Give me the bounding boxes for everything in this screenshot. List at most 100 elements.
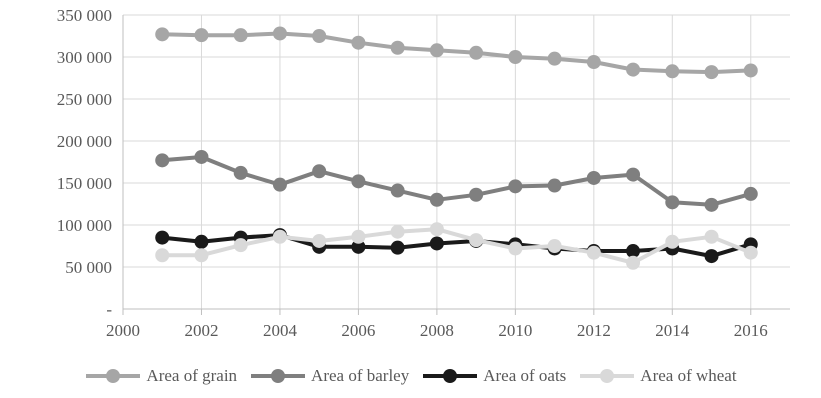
legend-label: Area of grain (146, 366, 238, 385)
data-point (233, 238, 248, 253)
series-line (161, 233, 752, 259)
data-point (469, 187, 484, 202)
legend-label: Area of wheat (640, 366, 737, 385)
data-point (704, 249, 719, 264)
data-point (194, 248, 209, 263)
data-point (469, 233, 484, 248)
y-axis-tick-labels: - 50 000 100 000 150 000 200 000 250 000 300 0… (57, 6, 113, 319)
data-point (626, 255, 641, 270)
series-line (162, 155, 752, 207)
series-0 (155, 26, 758, 80)
data-point (272, 177, 287, 192)
legend-item: Area of grain (84, 366, 237, 386)
data-point (390, 183, 405, 198)
data-point (586, 245, 601, 260)
data-point (586, 55, 601, 70)
data-point (626, 62, 641, 77)
legend-item: Area of wheat (578, 366, 737, 386)
x-tick-label: 2010 (498, 321, 532, 340)
data-point (194, 234, 209, 249)
y-tick-label: 250 000 (57, 90, 112, 109)
series-1 (155, 149, 758, 212)
legend-label: Area of oats (483, 366, 567, 385)
data-point (351, 239, 366, 254)
x-tick-label: 2000 (106, 321, 140, 340)
axes (122, 15, 790, 315)
legend-swatch-marker (443, 369, 458, 383)
data-point (194, 28, 209, 43)
data-point (665, 64, 680, 79)
data-point (233, 165, 248, 180)
series-3 (155, 222, 758, 270)
data-point (429, 192, 444, 207)
gridlines (123, 14, 790, 309)
data-point (429, 222, 444, 237)
x-tick-label: 2016 (734, 321, 768, 340)
data-point (586, 170, 601, 185)
y-tick-label: 50 000 (65, 258, 112, 277)
legend-swatch (86, 369, 141, 383)
legend-swatch (423, 369, 478, 383)
data-point (469, 45, 484, 60)
data-point (547, 239, 562, 253)
data-point (626, 167, 641, 182)
x-axis-tick-labels: 2000 2002 2004 2006 2008 2010 2012 2014 2016 (106, 321, 768, 340)
data-point (704, 65, 719, 80)
data-point (665, 195, 680, 210)
data-point (626, 244, 641, 259)
data-point (312, 29, 327, 43)
y-tick-label: - (106, 300, 112, 319)
y-tick-label: 200 000 (57, 132, 112, 151)
data-point (743, 186, 758, 201)
data-point (429, 236, 444, 251)
data-point (233, 28, 248, 43)
legend-item: Area of oats (421, 366, 566, 386)
legend-swatch (251, 369, 306, 383)
data-point (351, 174, 366, 189)
data-point (743, 245, 758, 260)
legend-item: Area of barley (249, 366, 409, 386)
data-point (272, 26, 287, 41)
data-point (155, 153, 170, 168)
data-point (390, 240, 405, 255)
x-tick-label: 2006 (341, 321, 375, 340)
y-tick-label: 150 000 (57, 174, 112, 193)
data-point (351, 35, 366, 50)
x-tick-label: 2014 (655, 321, 690, 340)
data-point (547, 178, 562, 193)
series-line (162, 31, 751, 75)
legend-swatch-marker (271, 369, 286, 383)
y-tick-label: 100 000 (57, 216, 112, 235)
data-point (390, 224, 405, 239)
x-tick-label: 2002 (184, 321, 218, 340)
data-point (665, 234, 680, 249)
data-point (704, 229, 719, 244)
data-point (351, 229, 366, 244)
data-point (547, 51, 562, 66)
chart-legend: Area of grain Area of barley Area of oats A… (0, 366, 821, 386)
x-tick-label: 2012 (577, 321, 611, 340)
legend-swatch-marker (106, 369, 121, 383)
data-point (155, 27, 170, 42)
data-point (508, 50, 523, 64)
y-tick-label: 350 000 (57, 6, 112, 25)
data-point (194, 149, 209, 164)
x-tick-label: 2008 (420, 321, 454, 340)
legend-label: Area of barley (311, 366, 410, 385)
data-point (155, 248, 170, 263)
series-plot-area (155, 26, 758, 270)
legend-swatch-marker (600, 369, 615, 383)
data-point (508, 179, 523, 194)
data-point (312, 164, 327, 179)
legend-swatch (580, 369, 635, 383)
line-chart: - 50 000 100 000 150 000 200 000 250 000 300 0… (57, 6, 790, 340)
data-point (743, 63, 758, 78)
data-point (508, 241, 523, 256)
data-point (155, 230, 170, 245)
data-point (390, 40, 405, 55)
x-tick-label: 2004 (263, 321, 298, 340)
series-line (162, 227, 752, 265)
data-point (272, 229, 287, 244)
data-point (312, 233, 327, 248)
